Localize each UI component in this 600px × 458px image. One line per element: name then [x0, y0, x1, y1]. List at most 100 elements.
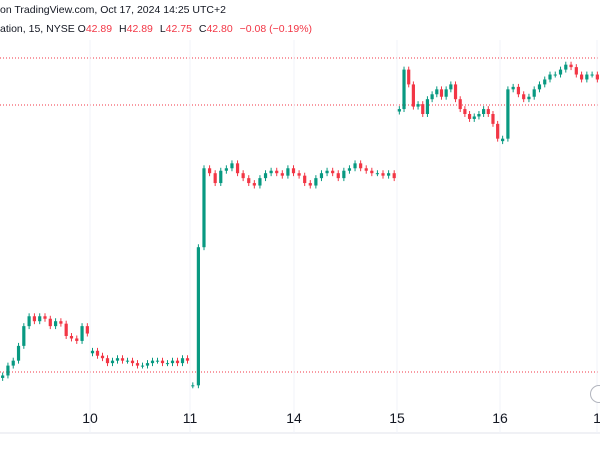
candle-body: [558, 69, 563, 75]
candle-body: [522, 94, 526, 100]
candle-body: [319, 173, 324, 179]
candle-body: [191, 385, 195, 387]
low-label: L: [159, 23, 166, 35]
candle-body: [444, 89, 448, 97]
candle-body: [235, 163, 240, 174]
candle-body: [258, 178, 262, 186]
candle-body: [247, 178, 251, 184]
candle-body: [574, 67, 578, 75]
candle-body: [435, 89, 439, 95]
candle-body: [291, 168, 296, 174]
candle-body: [463, 109, 467, 114]
candle-body: [180, 358, 185, 364]
candle-body: [105, 358, 110, 364]
candle-body: [585, 74, 589, 80]
candle-body: [11, 360, 15, 366]
open-label: O: [77, 23, 86, 35]
candle-body: [449, 84, 453, 90]
high-value: 42.89: [126, 23, 153, 35]
candle-body: [467, 114, 472, 119]
x-tick-label: 11: [183, 410, 198, 426]
candle-body: [590, 74, 594, 76]
candle-body: [381, 173, 385, 176]
candle-body: [145, 363, 150, 366]
candle-body: [100, 355, 105, 359]
candle-body: [411, 84, 415, 107]
candle-body: [115, 358, 120, 361]
candle-body: [359, 163, 363, 169]
candle-body: [6, 365, 10, 376]
candle-body: [397, 109, 401, 112]
candle-body: [336, 173, 340, 179]
candle-body: [537, 84, 542, 90]
candle-body: [387, 173, 391, 176]
candle-body: [263, 173, 268, 179]
candle-body: [241, 173, 245, 179]
candle-body: [130, 360, 135, 364]
candle-body: [280, 173, 284, 176]
candle-body: [496, 123, 500, 139]
candle-body: [269, 170, 273, 174]
low-value: 42.75: [165, 23, 192, 35]
candle-body: [569, 64, 573, 68]
candle-body: [53, 321, 58, 327]
candle-body: [595, 74, 599, 80]
candle-body: [286, 168, 290, 176]
candle-body: [32, 316, 37, 322]
candle-body: [548, 74, 552, 80]
candle-body: [219, 170, 223, 184]
candle-body: [453, 84, 458, 100]
candle-body: [48, 318, 52, 327]
candle-body: [224, 168, 228, 171]
candle-body: [85, 326, 89, 334]
candle-body: [491, 114, 495, 124]
chart-source-text: on TradingView.com, Oct 17, 2024 14:25 U…: [0, 4, 226, 16]
candle-body: [275, 170, 279, 174]
candle-body: [439, 89, 444, 97]
candle-body: [314, 178, 318, 186]
candle-body: [506, 89, 510, 139]
candle-body: [80, 326, 84, 341]
high-label: H: [119, 23, 127, 35]
candle-body: [402, 69, 406, 110]
candle-body: [458, 99, 462, 110]
candle-body: [22, 326, 26, 346]
candle-body: [165, 363, 170, 365]
close-label: C: [198, 23, 207, 35]
chart-source-line: on TradingView.com, Oct 17, 2024 14:25 U…: [0, 3, 226, 17]
candle-body: [370, 170, 374, 174]
candle-body: [553, 74, 557, 76]
candle-body: [185, 358, 190, 361]
candle-body: [486, 109, 490, 114]
candle-body: [325, 170, 329, 174]
candle-body: [543, 79, 547, 85]
change-value: −0.08 (−0.19%): [239, 23, 313, 35]
candle-body: [252, 183, 256, 186]
candle-body: [501, 138, 505, 142]
candle-body: [38, 316, 42, 322]
candle-body: [27, 316, 31, 327]
candle-body: [364, 168, 368, 171]
x-tick-label: 14: [286, 410, 302, 426]
candle-body: [69, 336, 74, 339]
candle-body: [155, 360, 160, 362]
candle-body: [425, 99, 430, 114]
candle-body: [532, 89, 536, 97]
candle-body: [110, 360, 115, 364]
candle-body: [297, 173, 301, 176]
close-value: 42.80: [206, 23, 233, 35]
candle-body: [43, 316, 47, 319]
candle-body: [579, 74, 584, 80]
candle-body: [308, 183, 312, 186]
candle-body: [125, 360, 130, 362]
x-tick-label: 16: [492, 410, 508, 426]
candle-body: [160, 360, 165, 364]
candle-body: [230, 163, 234, 169]
candle-body: [64, 323, 68, 336]
candle-body: [175, 360, 180, 364]
candle-body: [347, 168, 352, 171]
x-tick-label: 15: [389, 410, 405, 426]
candle-body: [375, 173, 380, 175]
candle-body: [482, 109, 486, 114]
